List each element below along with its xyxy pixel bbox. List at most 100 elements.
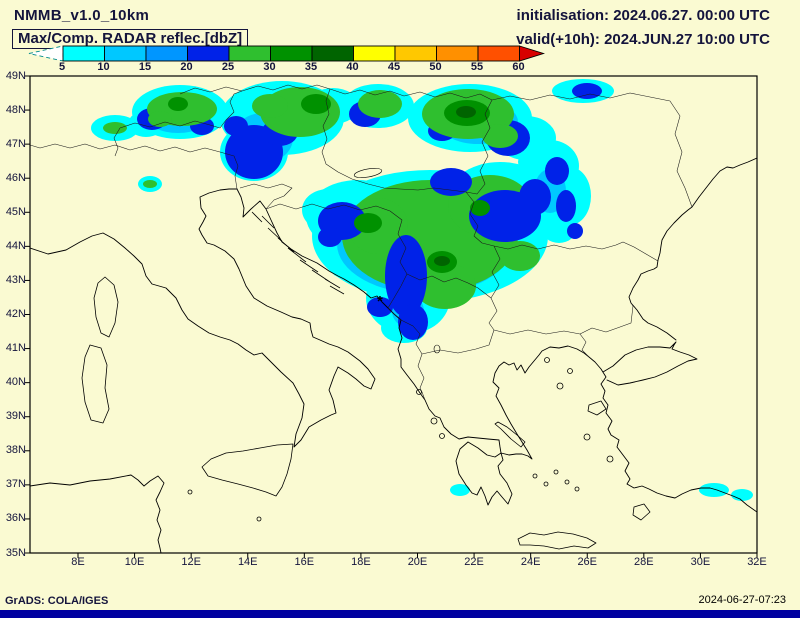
lat-axis-label: 36N bbox=[5, 512, 26, 525]
lat-axis-label: 37N bbox=[5, 478, 26, 491]
colorbar-tick-label: 20 bbox=[180, 61, 193, 73]
colorbar-tick-label: 45 bbox=[387, 61, 401, 73]
coast-black-sea bbox=[628, 157, 757, 341]
radar-shading-layer bbox=[91, 79, 753, 501]
grads-credit: GrADS: COLA/IGES bbox=[5, 595, 109, 607]
lon-axis-label: 20E bbox=[407, 556, 428, 568]
island-lesbos bbox=[587, 400, 607, 416]
lon-axis-label: 24E bbox=[520, 556, 541, 568]
island-malta bbox=[256, 516, 262, 522]
lat-axis-label: 48N bbox=[5, 103, 26, 116]
colorbar-segment bbox=[270, 45, 313, 62]
coast-east-adriatic-greece-turkey bbox=[236, 188, 757, 513]
colorbar-segment bbox=[394, 45, 437, 62]
island-rhodes bbox=[632, 503, 651, 521]
colorbar-segment bbox=[104, 45, 147, 62]
island-sardinia bbox=[81, 344, 110, 424]
lake-balaton-outline bbox=[353, 168, 383, 178]
map-canvas: * bbox=[25, 75, 758, 558]
island-crete bbox=[517, 531, 597, 550]
radar-darkgreen-30dbz bbox=[168, 94, 490, 273]
lat-axis-label: 45N bbox=[5, 205, 26, 218]
island-cyclades bbox=[532, 473, 538, 479]
lon-axis-label: 14E bbox=[237, 556, 258, 568]
lon-axis-label: 10E bbox=[124, 556, 145, 568]
island-pantelleria bbox=[187, 489, 193, 495]
colorbar-tick-label: 15 bbox=[138, 61, 152, 73]
island-layer bbox=[81, 211, 651, 550]
colorbar-tick-label: 60 bbox=[512, 61, 525, 73]
lat-axis-label: 40N bbox=[5, 376, 26, 389]
colorbar-tick-label: 30 bbox=[263, 61, 276, 73]
island-zakynthos bbox=[439, 433, 445, 439]
lon-axis-label: 28E bbox=[634, 556, 654, 568]
lon-axis-label: 8E bbox=[71, 556, 85, 568]
lat-axis-label: 47N bbox=[5, 137, 26, 150]
lake-ohrid-outline bbox=[433, 344, 441, 354]
radar-darkest-green-35dbz bbox=[434, 106, 476, 266]
island-cyclades bbox=[574, 486, 580, 492]
valid-time: valid(+10h): 2024.JUN.27 10:00 UTC bbox=[516, 31, 770, 48]
island-samos bbox=[606, 455, 614, 463]
lat-axis-label: 49N bbox=[5, 69, 26, 82]
colorbar-tick-label: 35 bbox=[304, 61, 318, 73]
colorbar-tick-label: 10 bbox=[97, 61, 110, 73]
initialisation-time: initialisation: 2024.06.27. 00:00 UTC bbox=[516, 7, 770, 24]
lat-axis-label: 46N bbox=[5, 171, 26, 184]
colorbar-tick-label: 5 bbox=[58, 61, 66, 73]
bottom-bar bbox=[0, 610, 800, 618]
colorbar-tick-label: 25 bbox=[221, 61, 235, 73]
island-cyclades bbox=[564, 479, 570, 485]
coast-italy bbox=[30, 188, 376, 448]
lat-axis-label: 38N bbox=[5, 444, 26, 457]
lon-axis-label: 30E bbox=[690, 556, 711, 568]
island-corfu bbox=[416, 389, 422, 395]
colorbar-tick-label: 40 bbox=[346, 61, 359, 73]
lon-axis-label: 12E bbox=[181, 556, 201, 568]
colorbar-segment bbox=[145, 45, 188, 62]
island-chios bbox=[583, 433, 591, 441]
colorbar-segment bbox=[228, 45, 271, 62]
colorbar-segment bbox=[519, 45, 545, 62]
lat-axis-label: 44N bbox=[5, 239, 26, 252]
island-samothraki bbox=[567, 368, 573, 374]
coast-peloponnese bbox=[455, 441, 513, 506]
island-corsica bbox=[93, 276, 119, 338]
colorbar-segment bbox=[187, 45, 230, 62]
axis-ticks bbox=[25, 75, 758, 558]
colorbar-segment bbox=[28, 45, 64, 62]
colorbar-segment bbox=[436, 45, 479, 62]
lon-axis-label: 26E bbox=[577, 556, 598, 568]
lat-axis-label: 39N bbox=[5, 410, 26, 423]
dalmatian-islands bbox=[251, 211, 345, 295]
lon-axis-label: 22E bbox=[464, 556, 484, 568]
lon-axis-label: 32E bbox=[747, 556, 767, 568]
station-marker: * bbox=[377, 293, 383, 310]
colorbar-segment bbox=[62, 45, 105, 62]
island-cyclades bbox=[543, 481, 549, 487]
island-euboea bbox=[494, 421, 526, 448]
colorbar-tick-label: 55 bbox=[470, 61, 484, 73]
colorbar bbox=[28, 45, 545, 62]
island-kefalonia bbox=[430, 417, 438, 425]
coast-marmara bbox=[602, 341, 698, 386]
creation-timestamp: 2024-06-27-07:23 bbox=[698, 594, 786, 606]
colorbar-segment bbox=[311, 45, 354, 62]
model-title: NMMB_v1.0_10km bbox=[14, 7, 150, 24]
lon-axis-label: 16E bbox=[294, 556, 315, 568]
coast-tunisia bbox=[30, 474, 165, 553]
lat-axis-label: 35N bbox=[5, 546, 26, 559]
colorbar-tick-label: 50 bbox=[429, 61, 442, 73]
lat-axis-label: 42N bbox=[5, 308, 26, 320]
lon-axis-label: 18E bbox=[351, 556, 371, 568]
border-layer bbox=[30, 84, 693, 401]
coastline-layer bbox=[30, 157, 757, 553]
colorbar-segment bbox=[477, 45, 520, 62]
colorbar-segment bbox=[353, 45, 396, 62]
island-limnos bbox=[556, 382, 564, 390]
island-sicily bbox=[201, 443, 294, 497]
lat-axis-label: 43N bbox=[5, 273, 26, 286]
island-thasos bbox=[544, 357, 550, 363]
lat-axis-label: 41N bbox=[5, 342, 26, 355]
